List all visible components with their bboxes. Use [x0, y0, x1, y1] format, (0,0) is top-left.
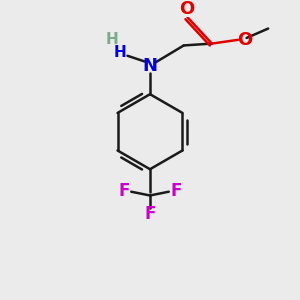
Text: O: O [179, 0, 194, 18]
Text: N: N [142, 57, 158, 75]
Text: O: O [237, 31, 252, 49]
Text: F: F [144, 205, 156, 223]
Text: H: H [106, 32, 119, 47]
Text: F: F [171, 182, 182, 200]
Text: H: H [114, 45, 126, 60]
Text: F: F [118, 182, 129, 200]
